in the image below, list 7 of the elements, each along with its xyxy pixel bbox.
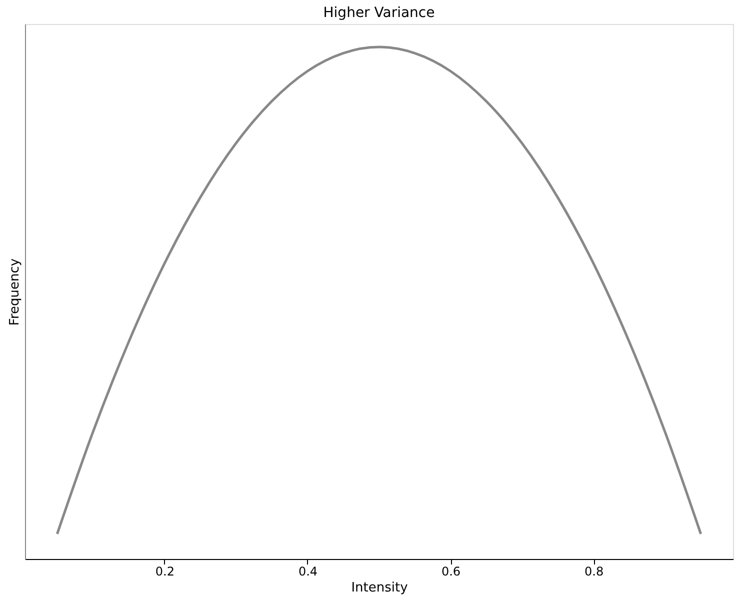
x-tick-label: 0.2 — [155, 564, 174, 578]
y-axis-title: Frequency — [8, 258, 22, 326]
x-axis-title: Intensity — [351, 580, 408, 596]
x-tick-label: 0.4 — [298, 564, 318, 578]
x-tick-label: 0.6 — [441, 564, 461, 578]
x-tick-label: 0.8 — [584, 564, 604, 578]
chart-title: Higher Variance — [323, 5, 435, 21]
